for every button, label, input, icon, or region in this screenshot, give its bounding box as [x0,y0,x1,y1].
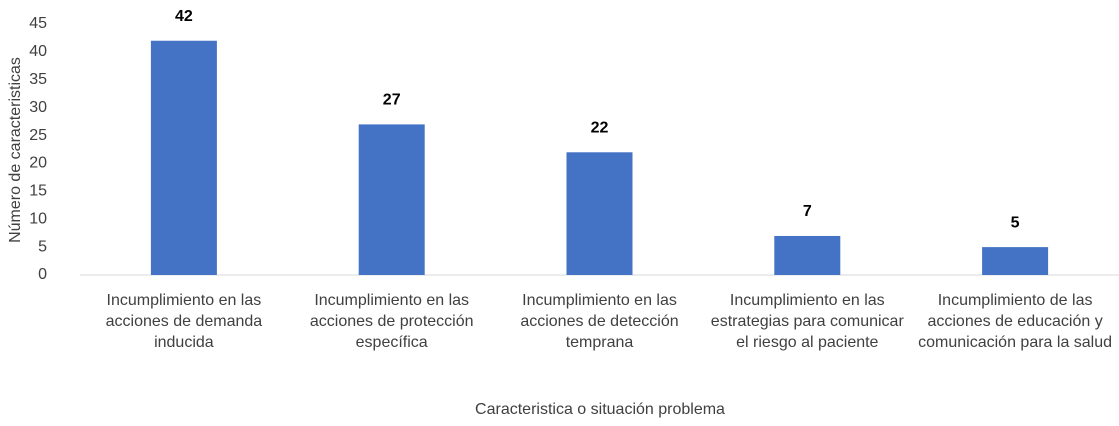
y-tick-label: 40 [29,43,47,60]
bar [150,40,217,275]
x-tick-label: Incumplimiento en las acciones de detecc… [520,292,679,351]
data-label: 27 [383,92,401,109]
y-tick-label: 10 [29,210,47,227]
y-tick-label: 0 [38,266,47,283]
y-tick-label: 35 [29,71,47,88]
y-tick-label: 15 [29,183,47,200]
x-axis-label: Caracteristica o situación problema [475,401,725,418]
y-tick-label: 45 [29,15,47,32]
x-tick-label: Incumplimiento en las acciones de demand… [105,292,263,351]
x-tick-label: Incumplimiento en las acciones de protec… [309,292,474,351]
data-label: 7 [803,203,812,220]
y-tick-label: 25 [29,127,47,144]
x-tick-label: Incumplimiento de las acciones de educac… [918,292,1113,351]
bar [982,247,1049,275]
bar [358,124,425,276]
y-tick-label: 30 [29,99,47,116]
y-tick-label: 5 [38,238,47,255]
x-tick-label: Incumplimiento en las estrategias para c… [710,292,904,351]
bar [566,152,633,275]
data-label: 22 [591,120,609,137]
y-axis-label: Número de caracteristicas [7,57,24,243]
data-label: 5 [1011,214,1020,231]
bar [774,235,841,275]
data-label: 42 [175,8,193,25]
y-tick-label: 20 [29,155,47,172]
